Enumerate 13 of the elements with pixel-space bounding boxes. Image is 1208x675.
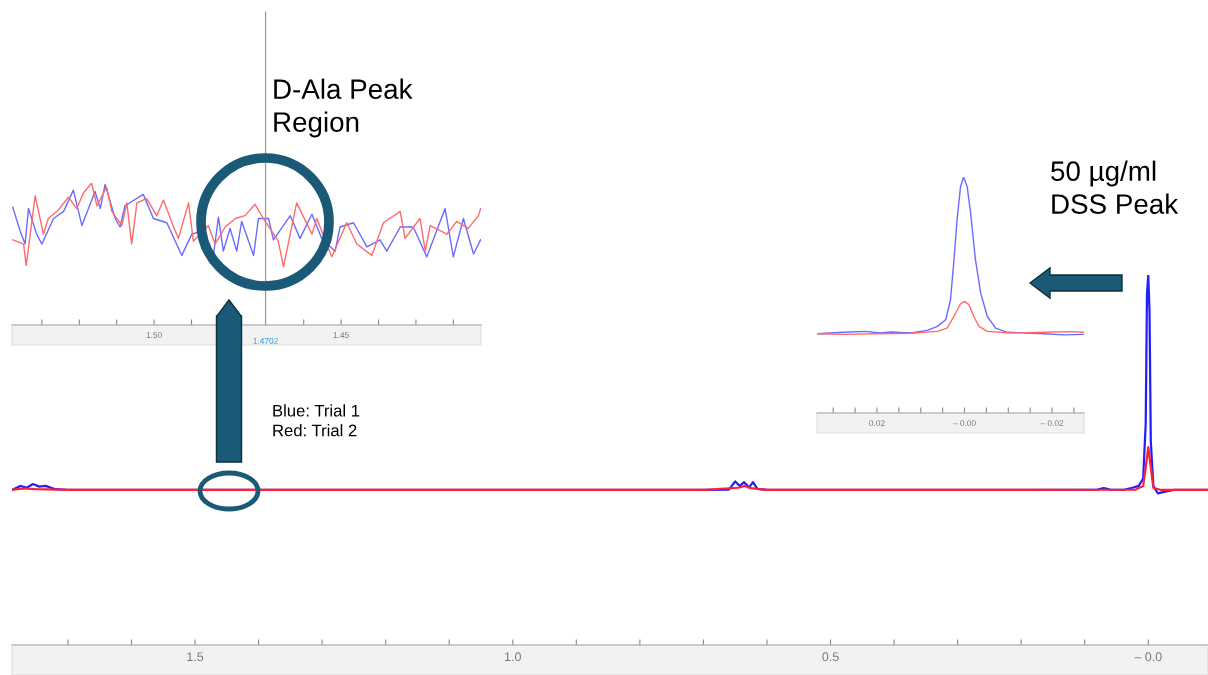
x-tick-label: 1.50	[146, 332, 162, 339]
x-tick-label: 0.02	[869, 420, 885, 427]
x-tick-label: 1.0	[505, 652, 521, 662]
x-tick-label: 0.5	[822, 652, 839, 662]
x-tick-label: – 0.00	[952, 420, 976, 427]
x-tick-label: – 0.0	[1134, 652, 1162, 662]
text: D-Ala Peak Region	[274, 78, 413, 138]
x-tick-label: 1.5	[187, 652, 204, 662]
ref-line-label: 1.4702	[253, 338, 278, 344]
x-tick-label: – 0.02	[1040, 420, 1064, 427]
x-tick-label: 1.45	[333, 332, 349, 339]
annotation: 50 µg/ml DSS Peak	[1051, 160, 1179, 214]
annotation: Blue: Trial 1 Red: Trial 2	[273, 404, 360, 437]
